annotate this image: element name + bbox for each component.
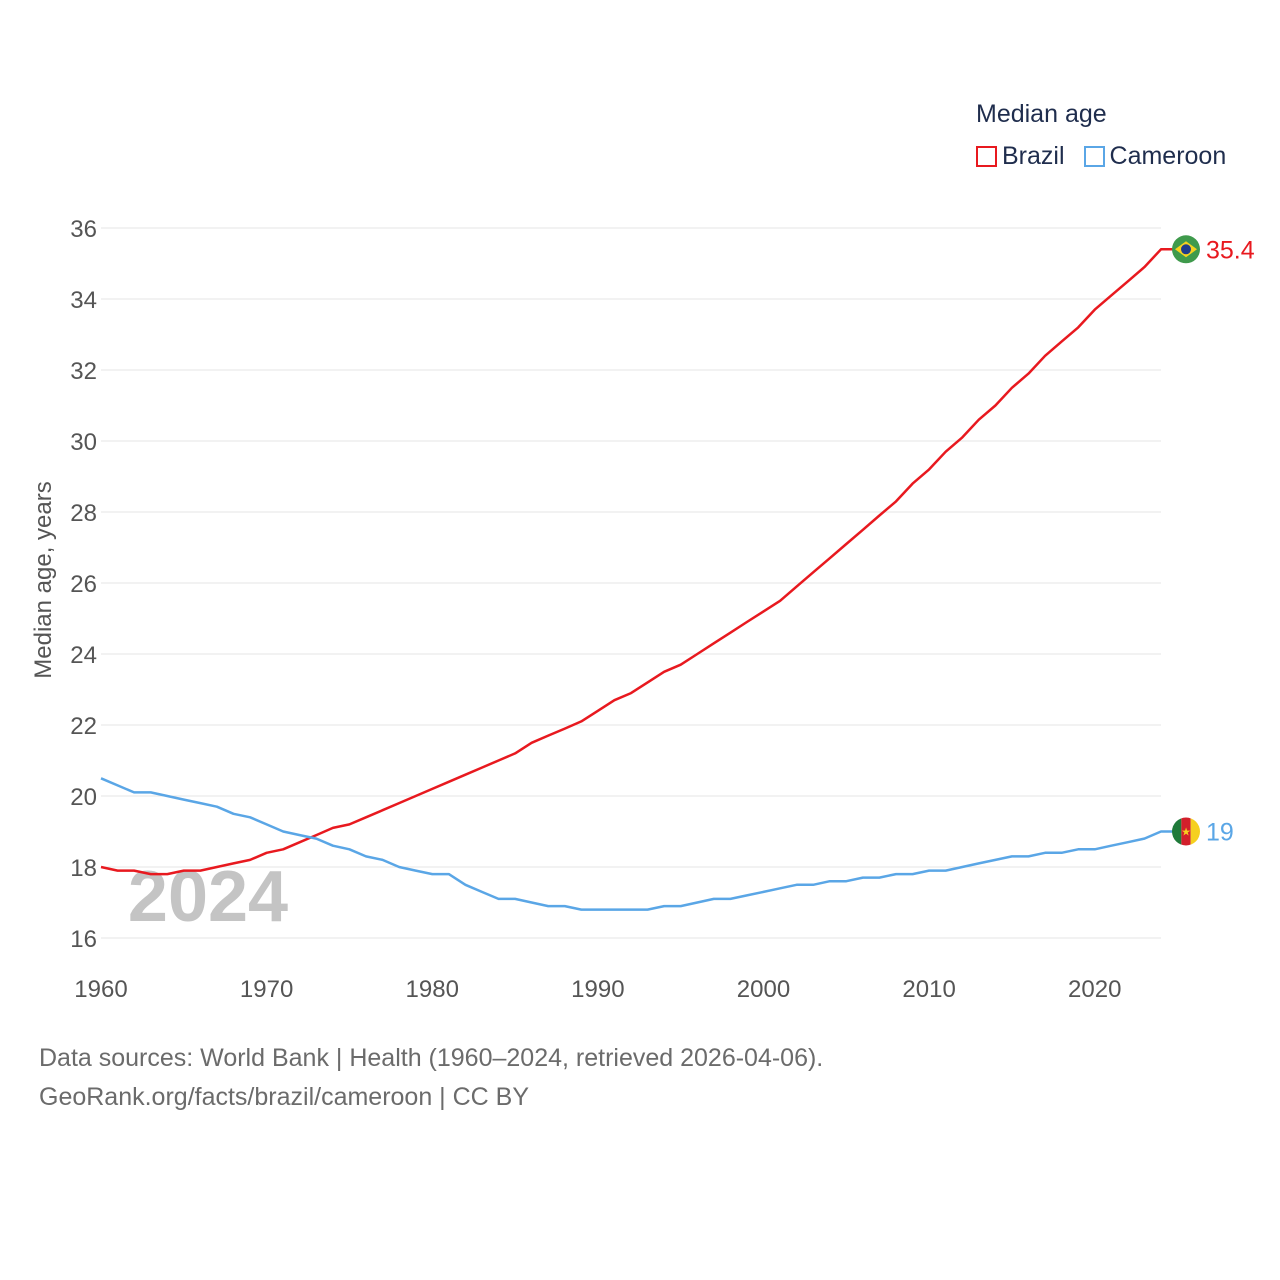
- y-tick-label: 28: [70, 500, 97, 527]
- y-tick-label: 24: [70, 642, 97, 669]
- x-axis-ticks: 1960 1970 1980 1990 2000 2010 2020: [74, 976, 1121, 1003]
- legend-swatch-cameroon: [1083, 146, 1105, 167]
- series-line-cameroon[interactable]: [100, 777, 1173, 911]
- y-tick-label: 26: [70, 571, 97, 598]
- legend-title: Median age: [976, 100, 1107, 128]
- x-tick-label: 1980: [406, 976, 459, 1003]
- y-tick-label: 16: [70, 926, 97, 953]
- y-tick-label: 18: [70, 855, 97, 882]
- legend-item-cameroon[interactable]: Cameroon: [1083, 142, 1227, 171]
- year-watermark: 2024: [128, 857, 288, 937]
- series-lines: [100, 248, 1173, 911]
- legend-swatch-brazil: [976, 146, 997, 167]
- x-tick-label: 1970: [240, 976, 293, 1003]
- y-tick-label: 36: [70, 216, 97, 243]
- y-tick-label: 22: [70, 713, 97, 740]
- legend-label-cameroon: Cameroon: [1109, 142, 1227, 170]
- end-label-cameroon: 19: [1206, 819, 1234, 847]
- series-line-brazil[interactable]: [100, 248, 1173, 876]
- y-tick-label: 32: [70, 358, 97, 385]
- legend-label-brazil: Brazil: [1002, 142, 1065, 170]
- y-tick-label: 34: [70, 287, 97, 314]
- x-tick-label: 1990: [571, 976, 624, 1003]
- y-axis-ticks: 16 18 20 22 24 26 28 30 32 34 36: [70, 216, 97, 953]
- x-tick-label: 2020: [1068, 976, 1121, 1003]
- grid-lines: [101, 227, 1161, 939]
- end-labels: 35.4 ★ 19: [1172, 235, 1255, 847]
- x-tick-label: 1960: [74, 976, 127, 1003]
- end-label-brazil: 35.4: [1206, 236, 1255, 264]
- footer-sources: Data sources: World Bank | Health (1960–…: [39, 1044, 824, 1072]
- svg-text:★: ★: [1181, 826, 1191, 839]
- legend: Brazil Cameroon: [976, 142, 1245, 171]
- y-tick-label: 20: [70, 784, 97, 811]
- x-tick-label: 2010: [902, 976, 955, 1003]
- legend-item-brazil[interactable]: Brazil: [976, 142, 1065, 171]
- brazil-flag-icon: [1172, 235, 1200, 264]
- cameroon-flag-icon: ★: [1172, 817, 1200, 846]
- y-axis-label: Median age, years: [30, 481, 57, 678]
- footer-attribution[interactable]: GeoRank.org/facts/brazil/cameroon | CC B…: [39, 1083, 530, 1111]
- y-tick-label: 30: [70, 429, 97, 456]
- x-tick-label: 2000: [737, 976, 790, 1003]
